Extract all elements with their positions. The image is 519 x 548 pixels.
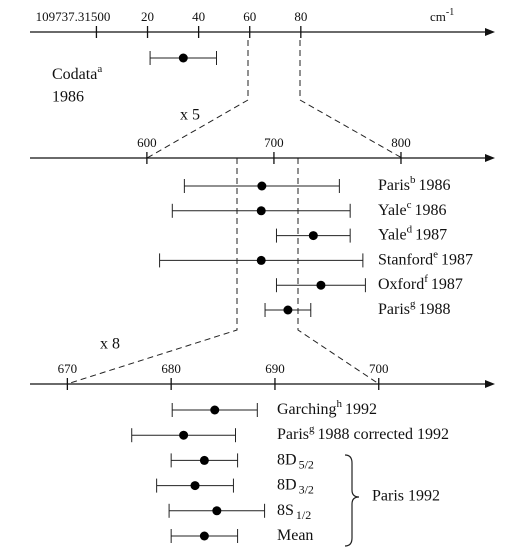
label-name: 8D [277,476,297,493]
x-tick-label: 800 [391,135,411,150]
label-name: Mean [277,527,313,544]
point-label: Codataa [52,63,102,83]
axis-arrow [485,380,495,388]
x-tick-label: 670 [58,361,78,376]
x-tick-label: 40 [192,9,205,24]
x-tick-label: 600 [137,135,157,150]
label-year: 1992 [345,401,377,418]
label-superscript: h [337,398,343,410]
label-name: Codata [52,66,97,83]
x-tick-label: 20 [141,9,154,24]
point-label: Parisg 1988 corrected 1992 [277,423,449,443]
point-label: Garchingh 1992 [277,398,377,418]
data-point [179,430,189,440]
zoom-annotation: x 8 [100,336,120,353]
zoom-line [299,40,403,159]
zoom-line [297,158,380,385]
x-tick-label: 690 [265,361,285,376]
group-label: Paris 1992 [372,488,440,505]
data-point [256,206,266,216]
point-label: Yalec 1986 [378,198,447,218]
point-label: 8D 3/2 [277,476,314,496]
point-year: 1986 [52,89,84,106]
data-point [210,405,220,415]
point-label: Oxfordf 1987 [378,273,463,293]
label-year: 1987 [441,251,473,268]
data-point [190,481,200,491]
data-point [257,181,267,191]
label-subscript: 1/2 [296,508,311,522]
zoom-line [146,40,249,159]
x-tick-label: 700 [264,135,284,150]
axis-arrow [485,28,495,36]
label-year: 1986 [415,201,447,218]
label-subscript: 3/2 [299,482,314,496]
point-label: Yaled 1987 [378,223,447,243]
axis-arrow [485,154,495,162]
unit: cm [430,9,446,24]
label-name: Paris [277,426,309,443]
data-point [316,280,326,290]
label-superscript: c [407,198,412,210]
data-point [308,231,318,241]
label-name: Oxford [378,276,424,293]
point-label: Mean [277,527,313,544]
label-name: Yale [378,226,407,243]
x-tick-label: 60 [243,9,256,24]
data-point [212,506,222,516]
label-year: 1987 [431,276,463,293]
label-name: Stanford [378,251,433,268]
brace [344,454,360,547]
label-name: Garching [277,401,337,418]
label-year: 1988 corrected 1992 [318,426,450,443]
point-label: 8D 5/2 [277,451,314,471]
label-superscript: g [309,423,315,435]
label-name: 8S [277,501,294,518]
label-year: 1987 [415,226,447,243]
label-year: 1986 [419,177,451,194]
data-point [199,455,209,465]
label-name: Yale [378,201,407,218]
zoom-line [66,158,238,385]
data-point [283,305,293,315]
point-label: 8S 1/2 [277,501,311,521]
label-name: Paris [378,177,410,194]
label-year: 1988 [419,301,451,318]
label-superscript: b [410,174,416,186]
x-tick-label: 109737.31500 [36,9,111,24]
unit-exponent: -1 [446,7,454,18]
data-point [178,53,188,63]
unit-label: cm-1 [430,7,454,24]
zoom-annotation: x 5 [180,107,200,124]
label-superscript: a [97,63,102,75]
data-point [199,531,209,541]
data-point [256,255,266,265]
label-superscript: d [407,223,413,235]
label-name: 8D [277,451,297,468]
x-tick-label: 700 [369,361,389,376]
point-label: Parisg 1988 [378,298,451,318]
point-label: Stanforde 1987 [378,248,473,268]
label-superscript: f [424,273,428,285]
label-name: Paris [378,301,410,318]
point-label: Parisb 1986 [378,174,451,194]
label-subscript: 5/2 [299,457,314,471]
label-superscript: e [433,248,438,260]
label-superscript: g [410,298,416,310]
x-tick-label: 80 [294,9,307,24]
x-tick-label: 680 [161,361,181,376]
